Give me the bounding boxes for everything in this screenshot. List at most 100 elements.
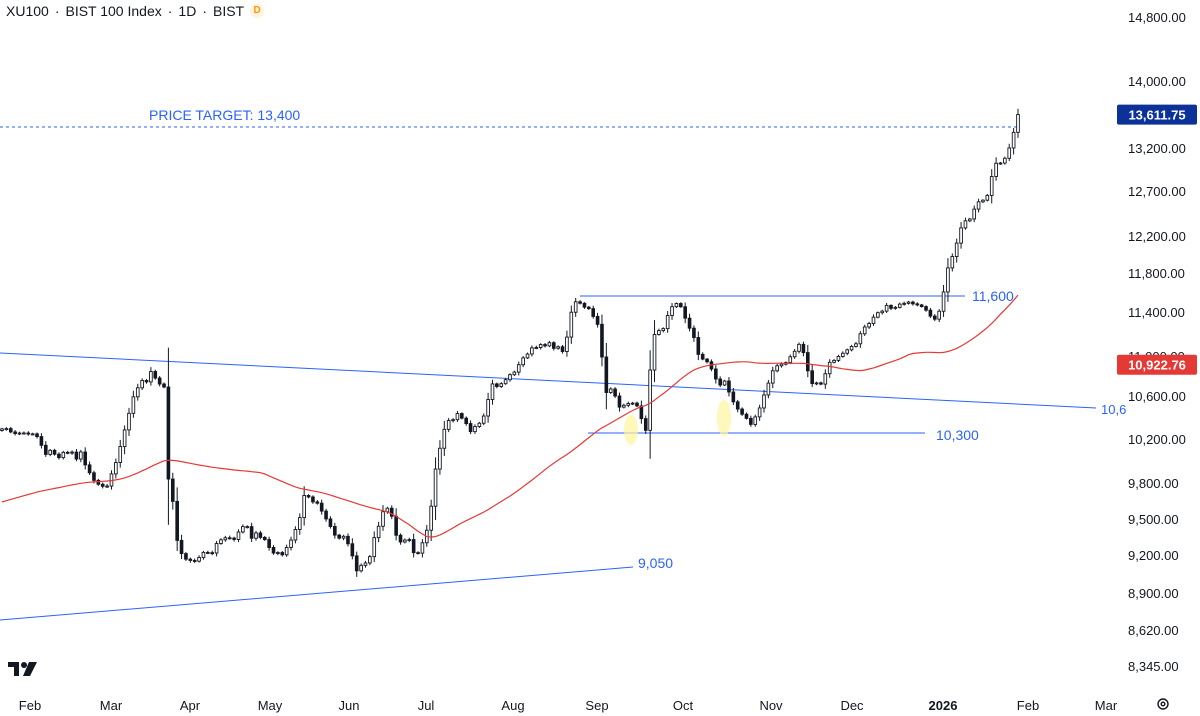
candle[interactable] <box>17 431 22 436</box>
candle[interactable] <box>832 359 836 364</box>
candle[interactable] <box>122 425 127 455</box>
candle[interactable] <box>696 331 701 361</box>
candle[interactable] <box>547 340 552 348</box>
candle[interactable] <box>381 505 385 531</box>
candle[interactable] <box>324 508 328 522</box>
candle[interactable] <box>1007 143 1012 162</box>
candle[interactable] <box>184 552 188 561</box>
candle[interactable] <box>968 217 972 223</box>
candle[interactable] <box>591 305 596 319</box>
candle[interactable] <box>341 534 346 541</box>
candle[interactable] <box>232 536 236 542</box>
candle[interactable] <box>22 431 26 435</box>
candle[interactable] <box>403 538 407 544</box>
candle[interactable] <box>105 483 109 489</box>
candle[interactable] <box>376 521 381 543</box>
candle[interactable] <box>311 495 315 504</box>
candle[interactable] <box>508 373 512 382</box>
candle[interactable] <box>35 432 39 439</box>
candle[interactable] <box>39 433 44 449</box>
candle[interactable] <box>880 309 885 315</box>
candle[interactable] <box>797 342 801 354</box>
candle[interactable] <box>30 432 35 436</box>
candle[interactable] <box>876 311 880 319</box>
candle[interactable] <box>976 198 981 213</box>
candle[interactable] <box>297 513 302 535</box>
candle[interactable] <box>149 367 153 386</box>
candle[interactable] <box>368 554 372 566</box>
candle[interactable] <box>792 348 797 359</box>
candle[interactable] <box>271 545 276 555</box>
candle[interactable] <box>284 544 289 557</box>
candle[interactable] <box>276 551 280 556</box>
candle[interactable] <box>657 328 661 336</box>
candle[interactable] <box>595 312 600 328</box>
candle[interactable] <box>635 401 639 408</box>
candle[interactable] <box>805 344 810 378</box>
candle[interactable] <box>289 536 293 551</box>
candle[interactable] <box>683 302 687 324</box>
candle[interactable] <box>1003 156 1007 165</box>
candle[interactable] <box>911 300 915 306</box>
candle[interactable] <box>197 555 201 563</box>
candle[interactable] <box>665 311 670 333</box>
candle[interactable] <box>954 238 959 263</box>
candle[interactable] <box>236 529 241 543</box>
candle[interactable] <box>188 557 193 563</box>
candle[interactable] <box>262 535 267 541</box>
candle[interactable] <box>604 342 609 410</box>
candle[interactable] <box>74 448 79 462</box>
candle[interactable] <box>998 161 1003 165</box>
candle[interactable] <box>346 533 350 547</box>
candle[interactable] <box>587 305 591 311</box>
candle[interactable] <box>131 390 136 418</box>
candle[interactable] <box>52 448 57 456</box>
candle[interactable] <box>648 350 652 459</box>
candle[interactable] <box>950 253 955 272</box>
candle[interactable] <box>753 414 758 427</box>
candle[interactable] <box>718 376 723 388</box>
candle[interactable] <box>963 217 968 230</box>
candle[interactable] <box>170 472 175 510</box>
candle[interactable] <box>994 157 998 181</box>
candle[interactable] <box>525 352 530 359</box>
candle[interactable] <box>530 345 534 357</box>
candle[interactable] <box>924 305 928 312</box>
candle[interactable] <box>416 551 420 555</box>
candle[interactable] <box>981 199 985 204</box>
candle[interactable] <box>420 539 425 558</box>
candle[interactable] <box>114 458 118 479</box>
candle[interactable] <box>227 535 232 540</box>
candle[interactable] <box>766 379 771 399</box>
candle[interactable] <box>652 320 657 383</box>
candle[interactable] <box>538 343 543 350</box>
candle[interactable] <box>932 314 937 322</box>
candle[interactable] <box>166 347 171 525</box>
candle[interactable] <box>315 500 320 505</box>
candle[interactable] <box>543 342 547 348</box>
candle[interactable] <box>819 381 823 386</box>
gear-icon[interactable] <box>1156 697 1170 711</box>
candle[interactable] <box>534 345 539 350</box>
candle[interactable] <box>411 533 416 558</box>
candle[interactable] <box>626 401 631 408</box>
candle[interactable] <box>442 420 447 457</box>
candle[interactable] <box>328 516 333 529</box>
candle[interactable] <box>854 341 858 348</box>
candle[interactable] <box>433 457 438 521</box>
candle[interactable] <box>438 440 442 475</box>
candle[interactable] <box>477 421 482 429</box>
candle[interactable] <box>578 300 582 305</box>
candle[interactable] <box>175 487 179 551</box>
candle[interactable] <box>1011 128 1016 155</box>
candle[interactable] <box>96 478 101 486</box>
candle[interactable] <box>8 426 13 434</box>
candle[interactable] <box>836 354 841 363</box>
candle[interactable] <box>770 366 775 389</box>
candle[interactable] <box>460 412 464 420</box>
candle[interactable] <box>919 303 924 308</box>
candle[interactable] <box>744 412 749 420</box>
candle[interactable] <box>749 415 753 427</box>
candle[interactable] <box>293 526 298 544</box>
candle[interactable] <box>674 302 679 309</box>
